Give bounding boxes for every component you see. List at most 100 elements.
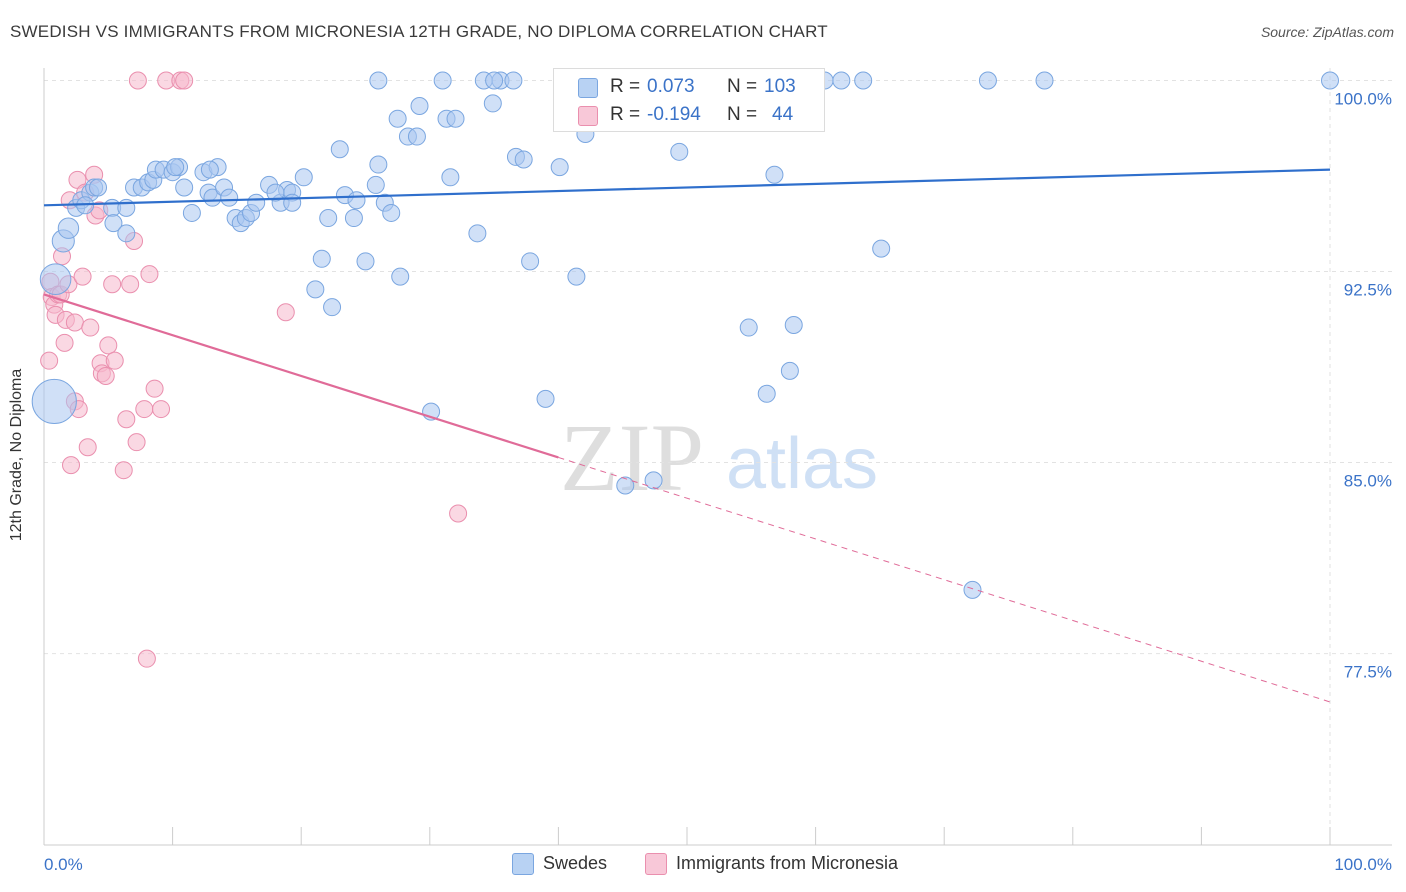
watermark-atlas: atlas	[726, 424, 878, 504]
chart-title: SWEDISH VS IMMIGRANTS FROM MICRONESIA 12…	[10, 22, 828, 41]
swede-point	[567, 267, 586, 286]
swede-point	[220, 188, 239, 207]
swede-point	[175, 178, 194, 197]
n-label: N =	[727, 76, 758, 97]
micronesia-point	[55, 333, 74, 352]
swede-point	[483, 94, 502, 113]
watermark: ZIP atlas	[560, 404, 878, 511]
swede-point	[407, 127, 426, 146]
micronesia-point	[145, 379, 164, 398]
n-value: 44	[772, 104, 794, 125]
swede-point	[978, 71, 997, 90]
swede-point	[536, 389, 555, 408]
stats-row-micronesia: R = -0.194 N = 44	[554, 101, 824, 129]
swede-point	[369, 155, 388, 174]
y-tick-label: 100.0%	[1334, 90, 1392, 109]
micronesia-point	[117, 410, 136, 429]
swede-point	[330, 140, 349, 159]
swede-point	[550, 158, 569, 177]
swede-point	[369, 71, 388, 90]
micronesia-point	[65, 313, 84, 332]
y-tick-label: 77.5%	[1344, 663, 1392, 682]
micronesia-point	[449, 504, 468, 523]
swede-point	[521, 252, 540, 271]
swede-point	[344, 209, 363, 228]
stats-row-swedes: R = 0.073 N = 103	[554, 73, 824, 101]
swede-point	[31, 378, 77, 425]
swede-point	[57, 217, 80, 239]
micronesia-trend-extension	[558, 456, 1331, 703]
micronesia-point	[152, 400, 171, 419]
micronesia-point	[121, 275, 140, 294]
swede-point	[166, 158, 185, 177]
r-label: R =	[610, 104, 641, 125]
swede-point	[410, 96, 429, 115]
swede-point	[854, 71, 873, 90]
micronesia-swatch	[645, 853, 667, 875]
swede-point	[117, 224, 136, 243]
x-tick-label: 0.0%	[44, 855, 83, 874]
swede-point	[784, 316, 803, 335]
swede-point	[319, 209, 338, 228]
micronesia-point	[137, 649, 156, 668]
axes	[43, 68, 1392, 846]
swedes-swatch	[512, 853, 534, 875]
micronesia-point	[81, 318, 100, 337]
r-value: 0.073	[647, 76, 695, 97]
micronesia-point	[40, 351, 59, 370]
swede-point	[200, 160, 219, 179]
swede-point	[1035, 71, 1054, 90]
swede-point	[441, 168, 460, 187]
n-label: N =	[727, 104, 758, 125]
swede-point	[312, 249, 331, 268]
micronesia-swatch	[578, 106, 598, 126]
gridlines	[44, 68, 1392, 845]
x-tick-label: 100.0%	[1334, 855, 1392, 874]
r-label: R =	[610, 76, 641, 97]
swede-point	[872, 239, 891, 258]
legend-label: Swedes	[543, 853, 608, 873]
swede-point	[616, 476, 635, 495]
y-tick-label: 85.0%	[1344, 472, 1392, 491]
micronesia-point	[96, 366, 115, 385]
micronesia-point	[62, 456, 81, 475]
micronesia-point	[128, 71, 147, 90]
swede-point	[356, 252, 375, 271]
swede-point	[382, 203, 401, 222]
series-micronesia-points	[40, 71, 468, 668]
swedes-swatch	[578, 78, 598, 98]
micronesia-point	[114, 461, 133, 480]
swede-point	[504, 71, 523, 90]
stats-legend: R = 0.073 N = 103 R = -0.194 N = 44	[553, 68, 825, 132]
swede-point	[89, 178, 108, 197]
y-axis-label: 12th Grade, No Diploma	[8, 368, 25, 542]
micronesia-point	[78, 438, 97, 457]
series-swedes-points	[31, 71, 1339, 599]
swede-point	[468, 224, 487, 243]
swede-point	[765, 165, 784, 184]
swede-point	[283, 193, 302, 212]
x-tick-labels: 0.0% 100.0%	[44, 855, 1392, 874]
micronesia-point	[103, 275, 122, 294]
micronesia-point	[175, 71, 194, 90]
swede-point	[266, 183, 285, 202]
swede-point	[366, 175, 385, 194]
y-tick-labels: 77.5% 85.0% 92.5% 100.0%	[1334, 90, 1392, 682]
watermark-zip: ZIP	[560, 404, 704, 511]
swede-point	[391, 267, 410, 286]
micronesia-point	[127, 433, 146, 452]
swede-point	[182, 203, 201, 222]
swede-point	[780, 361, 799, 380]
swede-point	[39, 263, 72, 295]
y-tick-label: 92.5%	[1344, 281, 1392, 300]
n-value: 103	[764, 76, 796, 97]
swede-point	[514, 150, 533, 169]
swede-point	[306, 280, 325, 299]
micronesia-point	[276, 303, 295, 322]
swede-point	[294, 168, 313, 187]
micronesia-point	[99, 336, 118, 355]
swede-point	[485, 71, 504, 90]
series-legend: Swedes Immigrants from Micronesia	[0, 852, 1406, 876]
swede-point	[670, 142, 689, 161]
